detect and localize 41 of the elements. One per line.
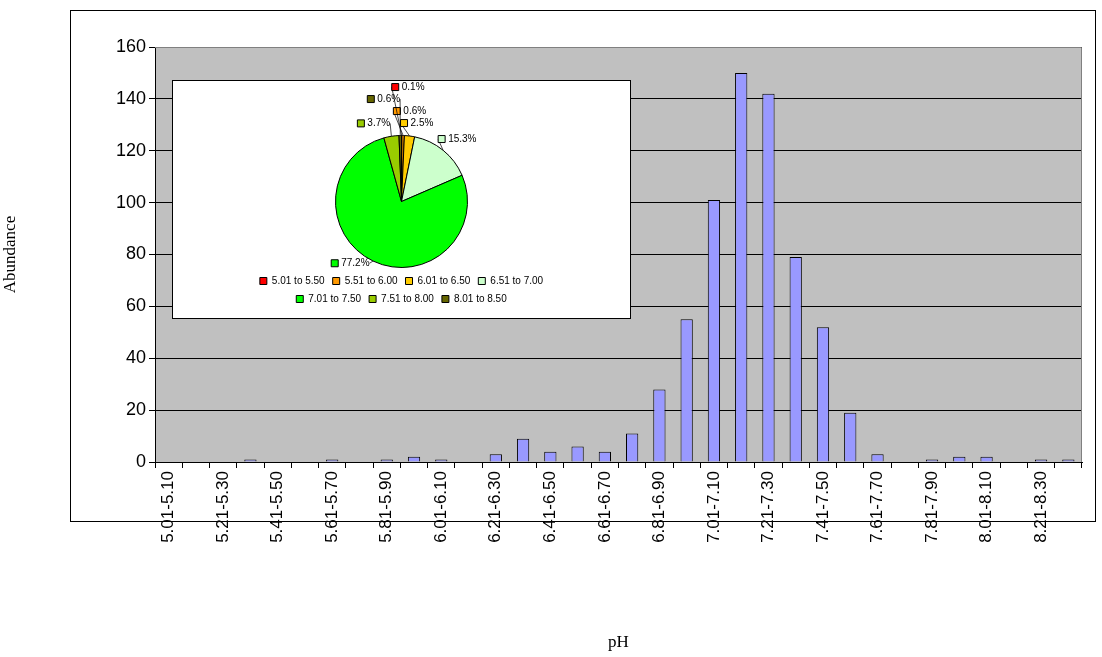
data-label: 0.6%	[403, 104, 427, 116]
x-tick-label: 6.21-6.30	[485, 471, 505, 543]
x-tick-label: 7.41-7.50	[812, 471, 832, 543]
x-tick-label: 5.81-5.90	[376, 471, 396, 543]
x-tick-label: 6.41-6.50	[540, 471, 560, 543]
x-tick-label: 7.81-7.90	[921, 471, 941, 543]
legend-label: 7.51 to 8.00	[381, 292, 435, 304]
y-tick-label: 160	[115, 35, 146, 56]
x-tick-label: 5.41-5.50	[267, 471, 287, 543]
x-tick-label: 6.81-6.90	[649, 471, 669, 543]
y-tick-label: 60	[125, 295, 146, 316]
data-label: 15.3%	[448, 132, 477, 144]
legend-label: 6.01 to 6.50	[417, 274, 471, 286]
data-label: 0.1%	[401, 80, 425, 92]
y-tick-label: 140	[115, 87, 146, 108]
y-tick-label: 0	[135, 450, 146, 471]
x-tick-label: 7.21-7.30	[758, 471, 778, 543]
data-label: 3.7%	[367, 117, 391, 129]
legend-label: 5.51 to 6.00	[344, 274, 398, 286]
legend-label: 5.01 to 5.50	[271, 274, 326, 286]
data-label: 2.5%	[410, 116, 434, 128]
x-axis-title: pH	[608, 632, 629, 652]
y-tick-label: 120	[115, 139, 146, 160]
x-tick-label: 8.21-8.30	[1030, 471, 1050, 543]
y-tick-label: 80	[125, 243, 146, 264]
y-tick-label: 40	[125, 347, 146, 368]
legend-label: 6.51 to 7.00	[490, 274, 544, 286]
x-tick-label: 5.21-5.30	[212, 471, 232, 543]
x-tick-label: 5.01-5.10	[158, 471, 178, 543]
legend-label: 8.01 to 8.50	[453, 292, 508, 304]
x-tick-label: 6.01-6.10	[430, 471, 450, 543]
legend-label: 7.01 to 7.50	[308, 292, 362, 304]
data-label: 0.6%	[377, 92, 401, 104]
y-tick-label: 20	[125, 399, 146, 420]
y-tick-label: 100	[115, 191, 146, 212]
x-tick-label: 7.61-7.70	[867, 471, 887, 543]
x-tick-label: 8.01-8.10	[976, 471, 996, 543]
x-tick-label: 6.61-6.70	[594, 471, 614, 543]
data-label: 77.2%	[341, 257, 370, 269]
y-axis-title: Abundance	[0, 215, 19, 294]
x-tick-label: 5.61-5.70	[321, 471, 341, 543]
